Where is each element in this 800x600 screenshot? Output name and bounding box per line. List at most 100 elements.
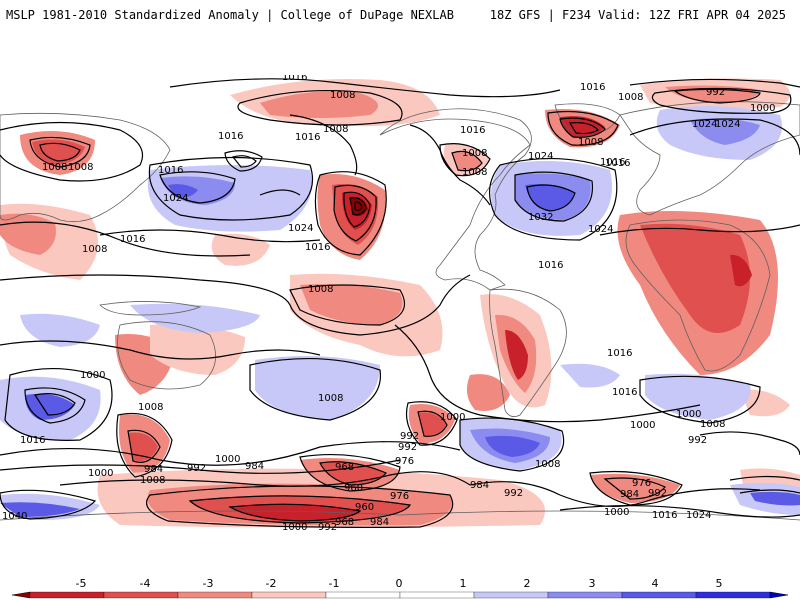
anomaly-region [418, 412, 446, 436]
coast-north-america [379, 108, 532, 291]
isobar-label: 1016 [20, 435, 45, 446]
isobar-label: 968 [335, 462, 354, 473]
isobar [127, 429, 161, 463]
isobar-label: 1016 [607, 348, 632, 359]
colorbar-segment [325, 591, 401, 599]
colorbar-segment [473, 591, 549, 599]
isobar [99, 229, 321, 243]
coast-antarctica [0, 510, 800, 521]
map-title: MSLP 1981-2010 Standardized Anomaly | Co… [6, 8, 454, 22]
anomaly-region [300, 284, 403, 325]
isobar [451, 150, 483, 172]
isobar-label: 1024 [288, 223, 313, 234]
isobar [629, 78, 800, 88]
isobar-label: 992 [187, 463, 206, 474]
isobar [314, 171, 387, 256]
anomaly-region [466, 374, 510, 411]
colorbar-tick: 1 [459, 577, 467, 590]
isobar [489, 157, 618, 241]
isobar [568, 122, 599, 135]
isobar-label: 1008 [140, 475, 165, 486]
isobar-label: 1008 [138, 402, 163, 413]
isobar-label: 1000 [750, 103, 775, 114]
isobar-label: 1008 [535, 459, 560, 470]
isobar [651, 87, 792, 114]
anomaly-region [260, 91, 378, 118]
isobars [0, 78, 800, 528]
isobar-label: 992 [688, 435, 707, 446]
isobar-label: 1008 [318, 393, 343, 404]
isobar [289, 114, 358, 176]
coast-indonesia [99, 301, 202, 316]
colorbar-segment [695, 591, 771, 599]
isobar-label: 1024 [163, 193, 188, 204]
anomaly-region [505, 330, 528, 380]
colorbar-segment [177, 591, 253, 599]
isobar-label: 1008 [330, 90, 355, 101]
anomaly-region [525, 184, 575, 211]
coast-greenland [554, 103, 621, 138]
isobar [39, 142, 81, 162]
colorbar-segment [103, 591, 179, 599]
isobar [639, 375, 761, 424]
isobar [589, 470, 683, 506]
anomaly-region [150, 323, 245, 375]
isobar [333, 184, 377, 242]
isobar [526, 184, 576, 212]
isobar [559, 505, 800, 518]
colorbar-tick: -4 [139, 577, 151, 590]
anomaly-region [590, 473, 680, 503]
isobar-label: 1000 [282, 522, 307, 530]
colorbar-tick: -1 [328, 577, 340, 590]
coast-asia-west [0, 112, 171, 223]
anomaly-region [730, 254, 752, 287]
isobar-label: 960 [355, 502, 374, 513]
isobar [237, 89, 403, 126]
map-header: MSLP 1981-2010 Standardized Anomaly | Co… [0, 0, 800, 30]
coast-eurasia [619, 101, 800, 216]
isobar-label: 1024 [715, 119, 740, 130]
isobar [24, 387, 86, 424]
anomaly-region [750, 491, 800, 506]
isobar-label: 984 [144, 464, 163, 475]
isobar-label: 992 [648, 488, 667, 499]
isobar [343, 191, 371, 228]
colorbar-tick: -5 [75, 577, 87, 590]
anomaly-region [690, 118, 760, 145]
anomaly-region [560, 363, 620, 388]
isobar-label: 1016 [605, 158, 630, 169]
isobar-label: 1016 [295, 132, 320, 143]
colorbar-tick: 2 [523, 577, 531, 590]
isobar-label: 1008 [68, 162, 93, 173]
isobar [299, 453, 401, 492]
isobar [0, 489, 97, 520]
isobar-label: 1008 [618, 92, 643, 103]
isobar-label: 1000 [440, 412, 465, 423]
isobar-label: 1016 [652, 510, 677, 521]
isobar-label: 1000 [80, 370, 105, 381]
isobar [0, 459, 401, 474]
anomaly-region [0, 502, 80, 517]
anomaly-region [211, 233, 270, 266]
isobar [289, 284, 405, 326]
isobar-label: 1024 [686, 510, 711, 521]
isobar-label: 1008 [82, 244, 107, 255]
isobar-label: 1016 [282, 75, 307, 83]
coast-africa [625, 219, 771, 372]
model-run-info: 18Z GFS | F234 Valid: 12Z FRI APR 04 202… [489, 8, 786, 22]
colorbar-segment [621, 591, 697, 599]
isobar [0, 441, 461, 466]
isobar-label: 1008 [308, 284, 333, 295]
colorbar-segment [29, 591, 105, 599]
isobar [4, 367, 113, 441]
isobar-label: 1016 [218, 131, 243, 142]
isobar-label: 1000 [604, 507, 629, 518]
isobar-label: 960 [344, 483, 363, 494]
isobar [169, 78, 561, 98]
isobar [0, 221, 251, 257]
isobar [514, 171, 594, 222]
isobar-label: 968 [335, 517, 354, 528]
anomaly-region [128, 432, 158, 462]
isobar-label: 1016 [538, 260, 563, 271]
coast-south-america [489, 288, 567, 418]
